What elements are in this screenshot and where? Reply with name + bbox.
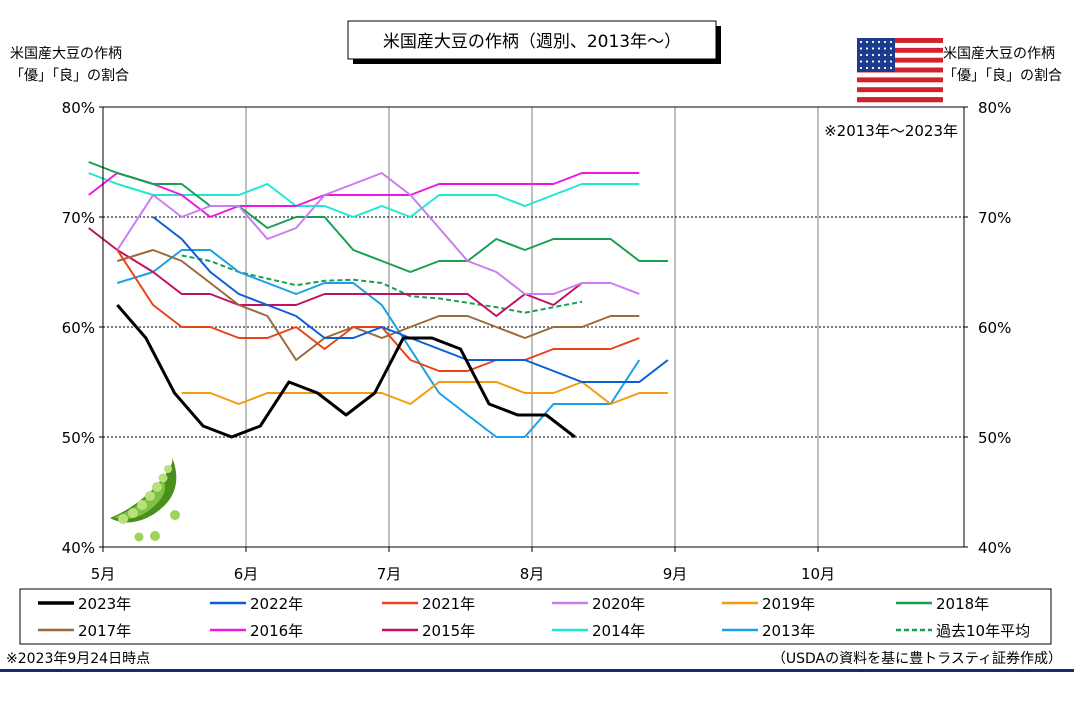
series-line-6 <box>88 161 668 273</box>
legend-label: 2020年 <box>592 595 645 613</box>
x-tick-label: 10月 <box>801 565 835 583</box>
soybean-pod-icon <box>110 455 180 542</box>
legend-label: 2013年 <box>762 622 815 640</box>
y-tick-label-left: 40% <box>62 539 95 557</box>
flag-star <box>877 60 881 63</box>
flag-star <box>883 60 887 63</box>
flag-star <box>865 66 869 70</box>
flag-stripe <box>857 38 943 44</box>
legend-label: 2014年 <box>592 622 645 640</box>
range-note: ※2013年～2023年 <box>824 122 958 140</box>
flag-star <box>859 66 863 70</box>
y-tick-label-right: 50% <box>978 429 1011 447</box>
flag-star <box>871 47 875 50</box>
flag-stripe <box>857 92 943 98</box>
series-line-12 <box>181 254 583 314</box>
series-line-11 <box>117 249 641 438</box>
series-line-4 <box>116 172 640 295</box>
legend: 2023年 2022年 2021年 2020年 2019年 2018年 2017年 2016年… <box>19 588 1052 645</box>
flag-star <box>889 40 893 44</box>
legend-label: 2018年 <box>936 595 989 613</box>
flag-stripe <box>857 52 943 58</box>
source-note: （USDAの資料を基に豊トラスティ証券作成） <box>772 650 1062 667</box>
flag-stripe <box>857 62 943 68</box>
legend-label: 2023年 <box>78 595 131 613</box>
series-line-10 <box>88 172 640 218</box>
flag-stripe <box>857 87 943 93</box>
flag-star <box>883 66 887 70</box>
legend-label: 2022年 <box>250 595 303 613</box>
flag-star <box>859 47 863 50</box>
left-axis-title-line2: 「優」「良」の割合 <box>10 67 129 84</box>
x-tick-label: 6月 <box>234 565 259 583</box>
flag-star <box>877 40 881 44</box>
flag-stripe <box>857 42 943 49</box>
bottom-bar <box>0 669 1074 672</box>
flag-star <box>871 66 875 70</box>
flag-stripe <box>857 47 943 54</box>
flag-star <box>865 47 869 50</box>
flag-star <box>865 40 869 44</box>
y-tick-label-right: 70% <box>978 209 1011 227</box>
series-line-1 <box>116 304 576 439</box>
y-tick-label-left: 70% <box>62 209 95 227</box>
x-tick-label: 5月 <box>91 565 116 583</box>
flag-star <box>889 66 893 70</box>
y-tick-label-left: 60% <box>62 319 95 337</box>
flag-stripe <box>857 77 943 83</box>
flag-star <box>871 53 875 57</box>
flag-star <box>865 53 869 57</box>
legend-label: 2015年 <box>422 622 475 640</box>
footnote: ※2023年9月24日時点 <box>6 651 150 667</box>
series-line-7 <box>117 249 640 361</box>
y-tick-label-right: 80% <box>978 99 1011 117</box>
legend-label: 2017年 <box>78 622 131 640</box>
y-tick-label-left: 50% <box>62 429 95 447</box>
us-flag-icon <box>857 38 943 103</box>
right-axis-title-line1: 米国産大豆の作柄 <box>943 46 1055 62</box>
flag-stripe <box>857 72 943 78</box>
flag-stripe <box>857 97 943 103</box>
y-tick-label-right: 60% <box>978 319 1011 337</box>
x-tick-label: 8月 <box>520 565 545 583</box>
flag-star <box>871 40 875 44</box>
legend-label: 2019年 <box>762 595 815 613</box>
flag-star <box>865 60 869 63</box>
flag-star <box>859 60 863 63</box>
flag-star <box>883 53 887 57</box>
plot-area <box>88 106 965 548</box>
series-line-5 <box>181 381 668 405</box>
right-axis-title-line2: 「優」「良」の割合 <box>943 67 1062 84</box>
legend-label: 2021年 <box>422 595 475 613</box>
title-box: 米国産大豆の作柄（週別、2013年～） <box>347 20 721 64</box>
flag-star <box>883 40 887 44</box>
y-tick-label-left: 80% <box>62 99 95 117</box>
legend-label: 過去10年平均 <box>936 622 1030 640</box>
flag-star <box>877 53 881 57</box>
flag-stripe <box>857 82 943 88</box>
flag-star <box>877 66 881 70</box>
left-axis-title-line1: 米国産大豆の作柄 <box>10 46 122 62</box>
flag-star <box>889 47 893 50</box>
chart-title: 米国産大豆の作柄（週別、2013年～） <box>383 32 681 52</box>
x-tick-label: 7月 <box>377 565 402 583</box>
flag-star <box>883 47 887 50</box>
flag-star <box>859 53 863 57</box>
flag-star <box>889 53 893 57</box>
flag-star <box>877 47 881 50</box>
y-tick-label-right: 40% <box>978 539 1011 557</box>
x-tick-label: 9月 <box>663 565 688 583</box>
flag-star <box>889 60 893 63</box>
flag-star <box>871 60 875 63</box>
flag-stripe <box>857 67 943 73</box>
series-line-8 <box>88 172 640 218</box>
legend-label: 2016年 <box>250 622 303 640</box>
flag-star <box>859 40 863 44</box>
flag-stripe <box>857 57 943 63</box>
